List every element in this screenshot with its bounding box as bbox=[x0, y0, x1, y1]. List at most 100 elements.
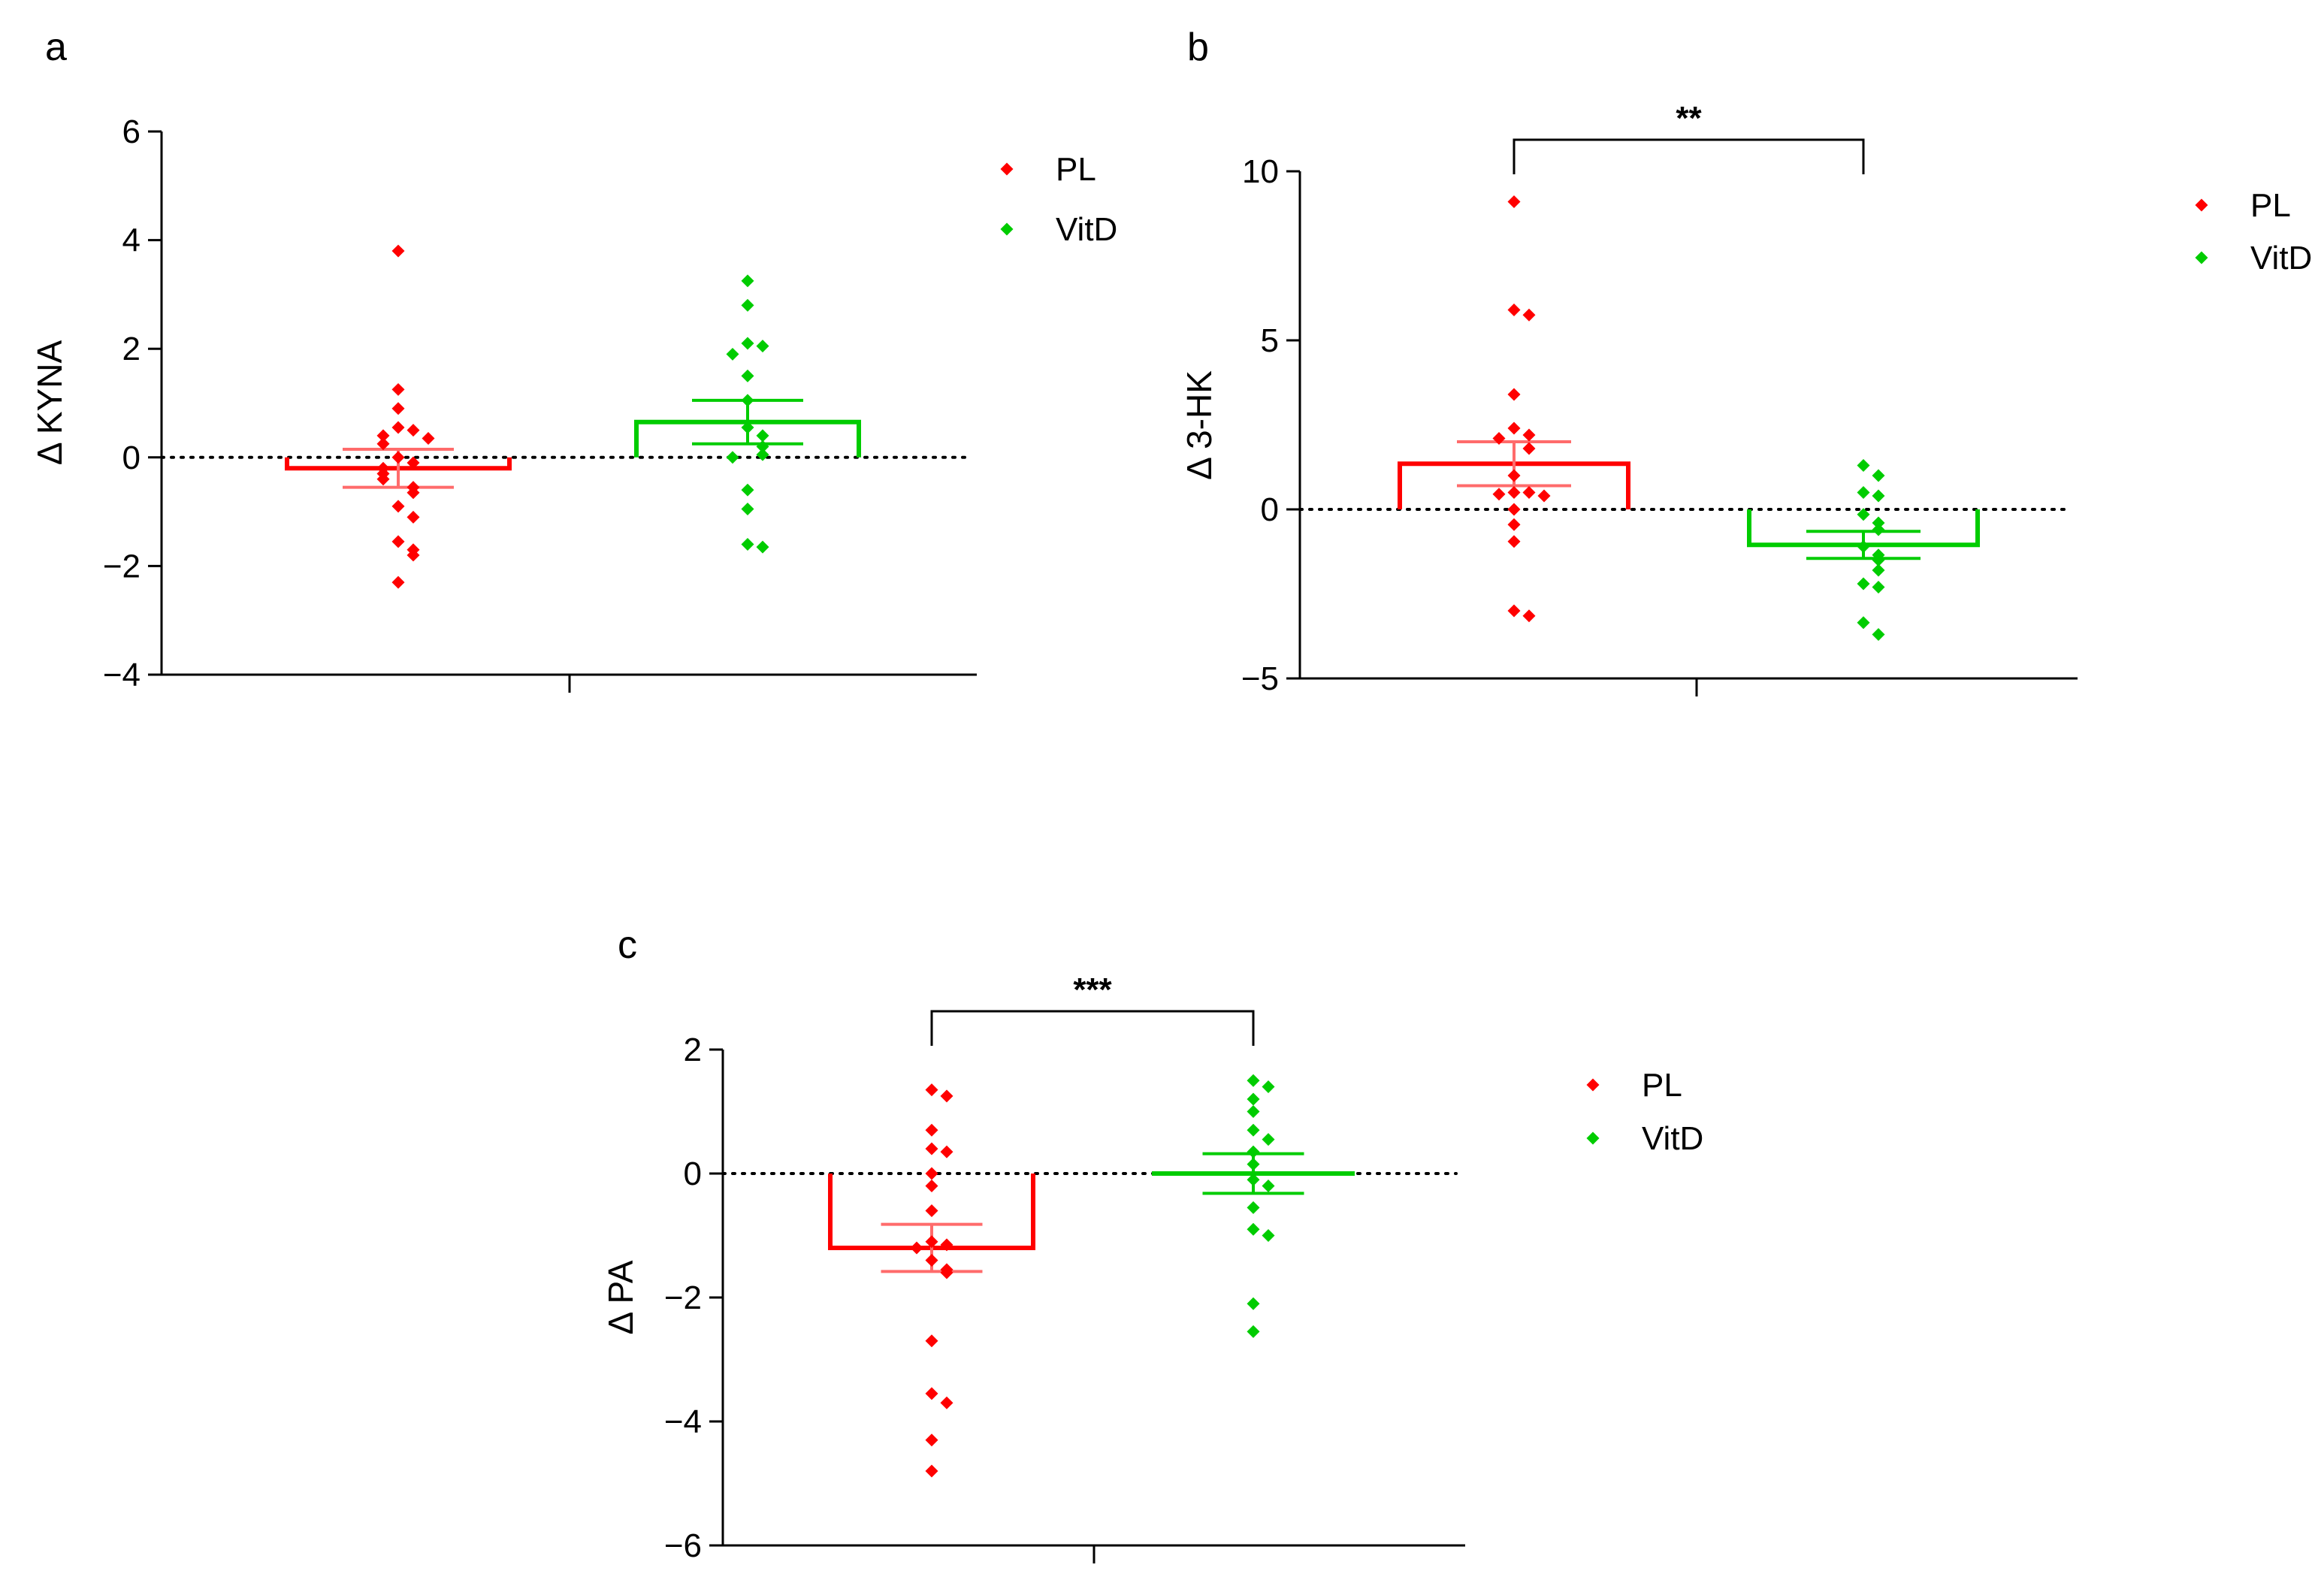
legend-marker-pl bbox=[2195, 198, 2208, 212]
data-point-pl bbox=[925, 1387, 938, 1400]
data-point-pl bbox=[406, 510, 420, 524]
y-tick-label: −5 bbox=[1241, 660, 1279, 697]
data-point-pl bbox=[910, 1241, 923, 1255]
data-point-pl bbox=[925, 1235, 938, 1249]
data-point-pl bbox=[1507, 486, 1521, 499]
data-point-vitd bbox=[1262, 1229, 1275, 1242]
data-point-pl bbox=[391, 382, 405, 396]
legend-marker-vitd bbox=[1000, 222, 1014, 236]
data-point-vitd bbox=[756, 440, 769, 453]
significance-label: *** bbox=[1073, 971, 1112, 1008]
data-point-vitd bbox=[756, 429, 769, 443]
data-point-vitd bbox=[741, 369, 754, 382]
data-point-vitd bbox=[1247, 1145, 1260, 1159]
data-point-vitd bbox=[1247, 1092, 1260, 1106]
data-point-pl bbox=[925, 1167, 938, 1180]
data-point-pl bbox=[1507, 535, 1521, 548]
data-point-vitd bbox=[1872, 489, 1885, 503]
y-tick-label: 0 bbox=[1261, 491, 1279, 528]
panel-letter: a bbox=[45, 26, 67, 69]
data-point-vitd bbox=[1247, 1297, 1260, 1310]
data-point-pl bbox=[1507, 518, 1521, 531]
data-point-pl bbox=[1522, 442, 1536, 455]
data-point-pl bbox=[406, 424, 420, 437]
data-point-pl bbox=[925, 1123, 938, 1137]
y-tick-label: 5 bbox=[1261, 322, 1279, 359]
y-tick-label: 0 bbox=[122, 440, 141, 476]
legend-label-pl: PL bbox=[2250, 187, 2291, 224]
data-point-pl bbox=[1522, 308, 1536, 322]
data-point-pl bbox=[1507, 469, 1521, 482]
data-point-vitd bbox=[1872, 554, 1885, 566]
y-tick-label: −4 bbox=[103, 657, 141, 693]
data-point-pl bbox=[925, 1464, 938, 1478]
y-tick-label: −6 bbox=[664, 1527, 702, 1564]
data-point-vitd bbox=[741, 394, 754, 407]
y-axis-label: Δ 3-HK bbox=[1180, 370, 1219, 480]
y-axis-label: Δ KYNA bbox=[30, 340, 69, 466]
data-point-vitd bbox=[726, 347, 739, 361]
data-point-pl bbox=[925, 1142, 938, 1155]
y-tick-label: 2 bbox=[684, 1032, 702, 1068]
data-point-pl bbox=[391, 244, 405, 258]
data-point-vitd bbox=[741, 337, 754, 350]
data-point-vitd bbox=[741, 421, 754, 434]
data-point-pl bbox=[391, 535, 405, 548]
data-point-vitd bbox=[741, 537, 754, 551]
data-point-pl bbox=[1522, 609, 1536, 623]
panel-c-chart: c −6 −4 −2 0 2 Δ PA PL VitD *** bbox=[601, 923, 1703, 1564]
data-point-pl bbox=[1507, 195, 1521, 208]
data-point-pl bbox=[391, 575, 405, 589]
data-point-pl bbox=[422, 432, 435, 445]
data-point-pl bbox=[1537, 489, 1551, 503]
legend-marker-vitd bbox=[1586, 1131, 1600, 1145]
data-point-pl bbox=[1492, 432, 1506, 445]
legend-marker-vitd bbox=[2195, 251, 2208, 264]
data-point-pl bbox=[1507, 503, 1521, 516]
data-point-vitd bbox=[1262, 1180, 1275, 1192]
data-point-pl bbox=[940, 1145, 953, 1159]
data-point-vitd bbox=[756, 340, 769, 353]
data-point-pl bbox=[925, 1433, 938, 1447]
data-point-vitd bbox=[741, 298, 754, 312]
data-point-pl bbox=[376, 473, 390, 486]
data-point-vitd bbox=[1872, 628, 1885, 641]
y-tick-label: 10 bbox=[1242, 153, 1279, 190]
data-point-vitd bbox=[1857, 616, 1870, 630]
data-point-vitd bbox=[726, 451, 739, 464]
legend-label-pl: PL bbox=[1056, 151, 1096, 188]
legend-label-vitd: VitD bbox=[2250, 240, 2312, 276]
data-point-vitd bbox=[1872, 581, 1885, 594]
y-tick-label: 4 bbox=[122, 222, 141, 259]
legend-marker-pl bbox=[1000, 162, 1014, 176]
data-point-pl bbox=[1522, 486, 1536, 499]
y-tick-label: 6 bbox=[122, 113, 141, 150]
panel-b-chart: b −5 0 5 10 Δ 3-HK PL VitD ** bbox=[1180, 26, 2312, 697]
data-point-pl bbox=[376, 429, 390, 443]
data-point-vitd bbox=[1247, 1074, 1260, 1087]
data-point-pl bbox=[925, 1334, 938, 1348]
data-point-pl bbox=[940, 1266, 953, 1279]
data-point-vitd bbox=[1247, 1222, 1260, 1236]
data-point-vitd bbox=[741, 502, 754, 515]
data-point-vitd bbox=[1857, 459, 1870, 472]
data-point-vitd bbox=[741, 274, 754, 288]
panel-letter: b bbox=[1187, 26, 1209, 69]
data-point-pl bbox=[406, 486, 420, 500]
data-point-vitd bbox=[1262, 1080, 1275, 1093]
data-point-vitd bbox=[741, 483, 754, 497]
data-point-vitd bbox=[1857, 486, 1870, 499]
y-tick-label: 0 bbox=[684, 1155, 702, 1192]
panel-a-chart: a −4 −2 0 2 4 6 Δ KYNA PL VitD bbox=[30, 26, 1117, 693]
y-tick-label: −4 bbox=[664, 1403, 702, 1440]
y-tick-label: −2 bbox=[103, 548, 141, 585]
data-point-vitd bbox=[1247, 1325, 1260, 1338]
data-point-pl bbox=[406, 548, 420, 562]
data-point-pl bbox=[925, 1180, 938, 1192]
data-point-vitd bbox=[1247, 1158, 1260, 1171]
data-point-vitd bbox=[1262, 1133, 1275, 1146]
data-point-pl bbox=[1492, 488, 1506, 501]
data-point-pl bbox=[1507, 388, 1521, 401]
data-point-pl bbox=[406, 456, 420, 470]
